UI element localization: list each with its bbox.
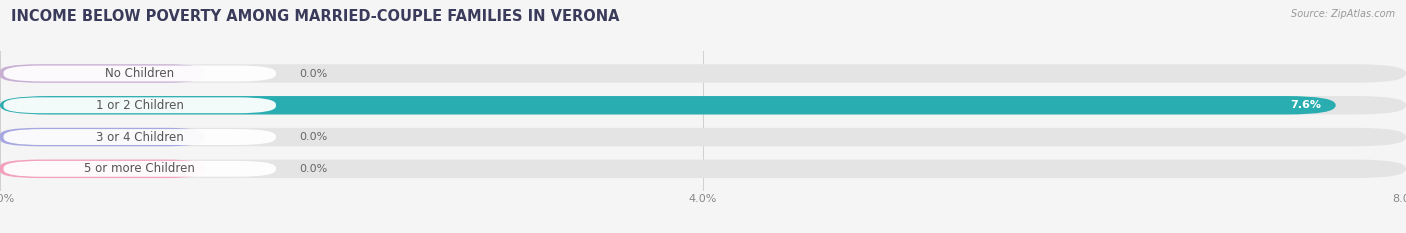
FancyBboxPatch shape — [3, 129, 276, 145]
Text: 0.0%: 0.0% — [298, 164, 328, 174]
FancyBboxPatch shape — [3, 97, 276, 113]
Text: 1 or 2 Children: 1 or 2 Children — [96, 99, 184, 112]
FancyBboxPatch shape — [0, 64, 1406, 83]
FancyBboxPatch shape — [0, 96, 1336, 114]
FancyBboxPatch shape — [0, 64, 204, 83]
Text: No Children: No Children — [105, 67, 174, 80]
Text: 5 or more Children: 5 or more Children — [84, 162, 195, 175]
FancyBboxPatch shape — [0, 128, 204, 146]
FancyBboxPatch shape — [0, 160, 204, 178]
Text: 7.6%: 7.6% — [1291, 100, 1322, 110]
Text: 3 or 4 Children: 3 or 4 Children — [96, 130, 184, 144]
FancyBboxPatch shape — [3, 161, 276, 177]
Text: 0.0%: 0.0% — [298, 132, 328, 142]
Text: Source: ZipAtlas.com: Source: ZipAtlas.com — [1291, 9, 1395, 19]
FancyBboxPatch shape — [0, 160, 1406, 178]
Text: 0.0%: 0.0% — [298, 69, 328, 79]
Text: INCOME BELOW POVERTY AMONG MARRIED-COUPLE FAMILIES IN VERONA: INCOME BELOW POVERTY AMONG MARRIED-COUPL… — [11, 9, 620, 24]
FancyBboxPatch shape — [3, 65, 276, 82]
FancyBboxPatch shape — [0, 96, 1406, 114]
FancyBboxPatch shape — [0, 128, 1406, 146]
